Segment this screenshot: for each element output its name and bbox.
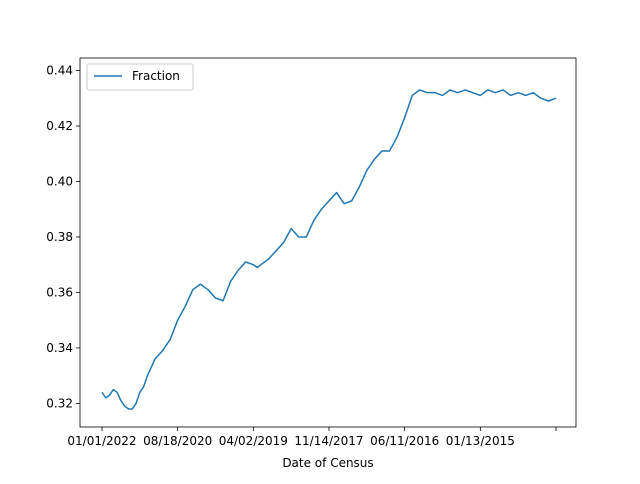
axes-frame: [79, 57, 577, 428]
plot-area: [101, 89, 557, 410]
x-axis-label: Date of Census: [282, 456, 373, 470]
y-tick-label: 0.44: [46, 63, 73, 77]
x-tick-label: 06/11/2016: [370, 434, 439, 448]
legend-label-fraction: Fraction: [132, 69, 180, 83]
series-line-fraction: [101, 89, 557, 410]
x-tick-label: 11/14/2017: [294, 434, 363, 448]
y-axis-ticks: 0.32 0.34 0.36 0.38 0.40 0.42 0.44: [46, 63, 80, 410]
legend-box: [86, 63, 194, 91]
y-tick-label: 0.40: [46, 174, 73, 188]
y-tick-label: 0.42: [46, 119, 73, 133]
y-tick-label: 0.32: [46, 396, 73, 410]
x-tick-label: 04/02/2019: [219, 434, 288, 448]
x-axis-ticks: 01/01/2022 08/18/2020 04/02/2019 11/14/2017…: [67, 427, 557, 448]
x-tick-label: 01/13/2015: [446, 434, 515, 448]
legend: Fraction: [86, 63, 194, 91]
y-tick-label: 0.36: [46, 285, 73, 299]
y-tick-label: 0.34: [46, 341, 73, 355]
x-tick-label: 01/01/2022: [67, 434, 136, 448]
y-tick-label: 0.38: [46, 230, 73, 244]
x-tick-label: 08/18/2020: [143, 434, 212, 448]
